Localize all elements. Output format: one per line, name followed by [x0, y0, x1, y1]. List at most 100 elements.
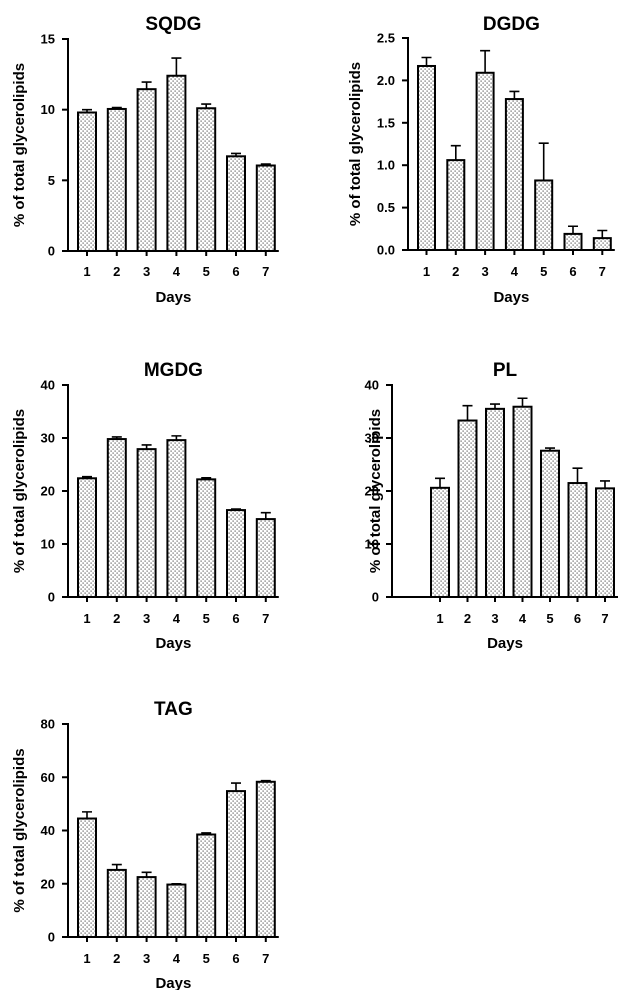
- y-tick-label: 0: [48, 930, 55, 945]
- error-bar-day-1: [421, 56, 432, 66]
- bar-day-2: [446, 159, 466, 251]
- error-bar-day-7: [260, 779, 271, 782]
- error-bar-day-7: [260, 511, 271, 520]
- bar-day-5: [196, 478, 217, 598]
- x-tick-label: 6: [232, 611, 239, 626]
- y-tick-label: 20: [41, 876, 55, 891]
- chart-panel-dgdg: DGDG % of total glycerolipids 0.0 0.5 1.0 1.5…: [347, 14, 615, 306]
- x-tick-label: 2: [113, 264, 120, 279]
- x-tick-label: 7: [601, 611, 608, 626]
- bar-day-3: [136, 876, 157, 938]
- bar-day-2: [106, 107, 127, 252]
- chart-panel-mgdg: MGDG % of total glycerolipids 0 10 20 30 40 1 2 3…: [11, 360, 279, 652]
- chart-panel-pl: PL % of total glycerolipids 0 10 20 30 40 1 2 3 4 5…: [365, 360, 618, 652]
- error-bar-day-3: [141, 81, 152, 90]
- bar-day-6: [226, 155, 246, 253]
- error-bar-day-5: [201, 476, 212, 480]
- x-tick-label: 2: [464, 611, 471, 626]
- y-tick-label: 40: [41, 823, 55, 838]
- x-tick-label: 5: [546, 611, 553, 626]
- bar-day-7: [255, 164, 276, 252]
- error-bar-day-3: [480, 49, 491, 73]
- bar-day-4: [166, 883, 187, 939]
- y-axis-label: % of total glycerolipids: [367, 409, 384, 573]
- bar-day-1: [77, 111, 97, 252]
- error-bar-day-3: [141, 871, 152, 878]
- x-tick-label: 1: [436, 611, 443, 626]
- error-bar-day-4: [171, 57, 182, 76]
- bar-day-6: [567, 482, 588, 598]
- x-tick-label: 7: [262, 951, 269, 966]
- x-axis-label: Days: [155, 289, 191, 306]
- x-tick-label: 2: [113, 611, 120, 626]
- y-axis-label: % of total glycerolipids: [11, 409, 28, 573]
- bar-day-4: [166, 74, 187, 252]
- x-tick-label: 4: [173, 611, 181, 626]
- bar-day-1: [417, 64, 436, 252]
- x-tick-label: 3: [491, 611, 498, 626]
- x-axis-label: Days: [487, 635, 523, 652]
- x-tick-label: 5: [203, 611, 210, 626]
- y-tick-label: 0.0: [377, 243, 395, 258]
- error-bar-day-2: [450, 144, 461, 161]
- y-tick-label: 60: [41, 770, 55, 785]
- x-tick-label: 1: [83, 951, 90, 966]
- y-tick-label: 1.5: [377, 115, 395, 130]
- x-tick-label: 2: [113, 951, 120, 966]
- bar-day-7: [595, 487, 615, 599]
- y-tick-label: 2.5: [377, 31, 395, 46]
- x-axis-label: Days: [155, 635, 191, 652]
- bar-day-5: [534, 179, 554, 252]
- error-bar-day-6: [572, 467, 583, 484]
- y-tick-label: 80: [41, 717, 55, 732]
- y-tick-label: 40: [41, 378, 55, 393]
- chart-panel-sqdg: SQDG % of total glycerolipids 0 5 10 15 1 2 3 4 5 6…: [11, 14, 279, 306]
- bar-day-6: [226, 790, 246, 938]
- x-tick-label: 7: [599, 264, 606, 279]
- x-tick-label: 5: [203, 264, 210, 279]
- y-axis-label: % of total glycerolipids: [11, 63, 28, 227]
- x-tick-label: 2: [452, 264, 459, 279]
- y-tick-label: 0.5: [377, 200, 395, 215]
- error-bar-day-4: [171, 882, 182, 885]
- bar-day-5: [540, 449, 560, 598]
- error-bar-day-5: [201, 103, 212, 109]
- x-tick-label: 3: [143, 264, 150, 279]
- x-tick-label: 6: [574, 611, 581, 626]
- bar-day-4: [504, 98, 524, 251]
- bar-day-1: [77, 817, 97, 938]
- y-tick-label: 5: [48, 173, 55, 188]
- x-tick-label: 7: [262, 264, 269, 279]
- x-tick-label: 4: [519, 611, 527, 626]
- chart-title: PL: [493, 360, 518, 381]
- y-tick-label: 0: [48, 590, 55, 605]
- y-tick-label: 10: [365, 537, 379, 552]
- x-axis-label: Days: [493, 289, 529, 306]
- x-tick-label: 5: [540, 264, 547, 279]
- y-tick-label: 10: [41, 537, 55, 552]
- x-tick-label: 3: [481, 264, 488, 279]
- chart-title: TAG: [154, 699, 193, 720]
- error-bar-day-7: [597, 229, 608, 239]
- x-tick-label: 3: [143, 611, 150, 626]
- bar-day-1: [430, 486, 450, 599]
- error-bar-day-7: [260, 163, 271, 166]
- bar-day-5: [196, 107, 217, 253]
- error-bar-day-6: [231, 782, 241, 792]
- bar-day-3: [485, 407, 505, 598]
- bar-day-4: [166, 439, 187, 598]
- error-bar-day-6: [231, 152, 241, 157]
- error-bar-day-4: [171, 435, 182, 441]
- chart-title: SQDG: [145, 14, 201, 35]
- error-bar-day-1: [435, 477, 445, 488]
- error-bar-day-5: [538, 142, 549, 181]
- error-bar-day-1: [82, 108, 92, 113]
- bar-day-3: [136, 448, 157, 598]
- error-bar-day-2: [111, 436, 122, 440]
- y-tick-label: 0: [372, 590, 379, 605]
- chart-title: DGDG: [483, 14, 540, 35]
- x-tick-label: 4: [173, 264, 181, 279]
- x-tick-label: 3: [143, 951, 150, 966]
- y-tick-label: 1.0: [377, 158, 395, 173]
- y-tick-label: 10: [41, 102, 55, 117]
